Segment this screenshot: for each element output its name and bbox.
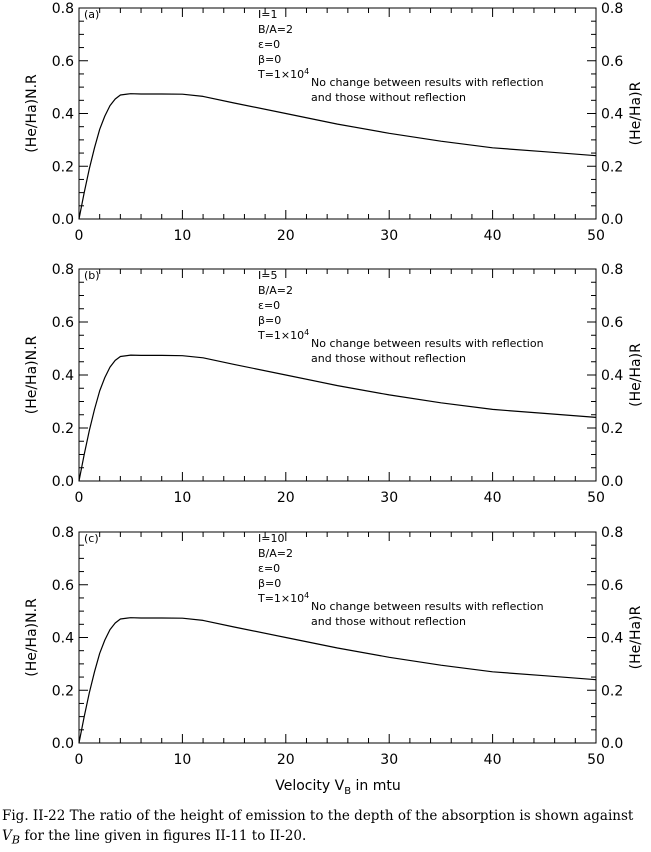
y-tick-label-right: 0.2 <box>601 421 623 437</box>
chart-panel-3: 0 10 20 30 40 500.0 0.00.2 0.20.4 0.40.6 0.60.8 0.… <box>24 525 644 797</box>
y-tick-label-left: 0.0 <box>52 474 74 490</box>
y-axis-label-left: (He/Ha)N.R <box>24 74 40 153</box>
annotation-text: ε=0 <box>258 562 280 575</box>
y-tick-label-left: 0.2 <box>52 683 74 699</box>
x-tick-label: 50 <box>587 490 605 506</box>
note-text: No change between results with reflectio… <box>311 600 544 613</box>
y-tick-label-left: 0.6 <box>52 315 74 331</box>
x-tick-label: 30 <box>380 490 398 506</box>
annotation-text: β=0 <box>258 314 281 327</box>
x-tick-label: 30 <box>380 752 398 768</box>
y-tick-label-left: 0.8 <box>52 525 74 541</box>
annotation-text: B/A=2 <box>258 23 293 36</box>
note-text: No change between results with reflectio… <box>311 76 544 89</box>
y-tick-label-left: 0.0 <box>52 212 74 228</box>
y-axis-label-left: (He/Ha)N.R <box>24 598 40 677</box>
y-tick-label-left: 0.4 <box>52 107 74 123</box>
annotation-text: β=0 <box>258 53 281 66</box>
y-tick-label-left: 0.8 <box>52 1 74 17</box>
annotation-text: ε=0 <box>258 299 280 312</box>
y-tick-label-right: 0.4 <box>601 631 623 647</box>
x-tick-label: 10 <box>173 752 191 768</box>
y-tick-label-left: 0.0 <box>52 736 74 752</box>
plot-frame <box>78 268 597 482</box>
y-tick-label-right: 0.2 <box>601 159 623 175</box>
panel-label: (c) <box>84 532 99 545</box>
x-tick-label: 40 <box>484 490 502 506</box>
y-tick-label-left: 0.6 <box>52 578 74 594</box>
y-tick-label-right: 0.6 <box>601 578 623 594</box>
x-tick-label: 20 <box>277 490 295 506</box>
y-axis-label-left: (He/Ha)N.R <box>24 335 40 414</box>
panel-label: (a) <box>84 8 99 21</box>
plot-frame <box>78 531 597 744</box>
x-tick-label: 0 <box>75 228 84 244</box>
chart-panel-2: 0 10 20 30 40 500.0 0.00.2 0.20.4 0.40.6 0.60.8 0.… <box>24 262 644 506</box>
x-tick-label: 20 <box>277 228 295 244</box>
annotation-text: ε=0 <box>258 38 280 51</box>
annotation-text: I=5 <box>258 269 277 282</box>
figure-caption: Fig. II-22 The ratio of the height of em… <box>2 806 650 851</box>
series-line <box>78 354 597 482</box>
annotation-text: B/A=2 <box>258 284 293 297</box>
x-tick-label: 0 <box>75 490 84 506</box>
y-tick-label-right: 0.0 <box>601 474 623 490</box>
y-tick-label-left: 0.2 <box>52 159 74 175</box>
y-tick-label-left: 0.4 <box>52 368 74 384</box>
y-tick-label-left: 0.8 <box>52 262 74 278</box>
x-tick-label: 20 <box>277 752 295 768</box>
x-tick-label: 0 <box>75 752 84 768</box>
caption-line-1: Fig. II-22 The ratio of the height of em… <box>2 808 634 824</box>
x-tick-label: 30 <box>380 228 398 244</box>
y-tick-label-right: 0.6 <box>601 54 623 70</box>
caption-variable: VB <box>2 828 21 847</box>
y-tick-label-right: 0.8 <box>601 262 623 278</box>
y-tick-label-right: 0.4 <box>601 107 623 123</box>
note-text: and those without reflection <box>311 615 466 628</box>
y-tick-label-right: 0.0 <box>601 736 623 752</box>
note-text: No change between results with reflectio… <box>311 337 544 350</box>
note-text: and those without reflection <box>311 91 466 104</box>
y-tick-label-right: 0.8 <box>601 1 623 17</box>
note-text: and those without reflection <box>311 352 466 365</box>
y-tick-label-right: 0.6 <box>601 315 623 331</box>
plot-frame <box>78 7 597 220</box>
temperature-annotation: T=1×104 <box>257 67 309 81</box>
x-axis-label: Velocity VB in mtu <box>275 778 401 797</box>
x-tick-label: 10 <box>173 490 191 506</box>
y-axis-label-right: (He/Ha)R <box>628 81 644 145</box>
x-tick-label: 40 <box>484 228 502 244</box>
y-tick-label-right: 0.0 <box>601 212 623 228</box>
x-tick-label: 50 <box>587 228 605 244</box>
annotation-text: β=0 <box>258 577 281 590</box>
y-tick-label-right: 0.4 <box>601 368 623 384</box>
y-axis-label-right: (He/Ha)R <box>628 605 644 669</box>
temperature-annotation: T=1×104 <box>257 591 309 605</box>
x-tick-label: 10 <box>173 228 191 244</box>
y-tick-label-right: 0.8 <box>601 525 623 541</box>
y-tick-label-left: 0.6 <box>52 54 74 70</box>
series-line <box>78 93 597 220</box>
y-tick-label-right: 0.2 <box>601 683 623 699</box>
series-line <box>78 617 597 744</box>
annotation-text: I=1 <box>258 8 277 21</box>
x-tick-label: 40 <box>484 752 502 768</box>
annotation-text: B/A=2 <box>258 547 293 560</box>
figure-panels: 0 10 20 30 40 500.0 0.00.2 0.20.4 0.40.6 0.60.8 0.… <box>24 1 644 797</box>
caption-line-2: for the line given in figures II-11 to I… <box>20 828 307 844</box>
annotation-text: I=10 <box>258 532 284 545</box>
panel-label: (b) <box>84 269 100 282</box>
y-tick-label-left: 0.4 <box>52 631 74 647</box>
temperature-annotation: T=1×104 <box>257 328 309 342</box>
y-tick-label-left: 0.2 <box>52 421 74 437</box>
chart-panel-1: 0 10 20 30 40 500.0 0.00.2 0.20.4 0.40.6 0.60.8 0.… <box>24 1 644 244</box>
x-tick-label: 50 <box>587 752 605 768</box>
y-axis-label-right: (He/Ha)R <box>628 343 644 407</box>
